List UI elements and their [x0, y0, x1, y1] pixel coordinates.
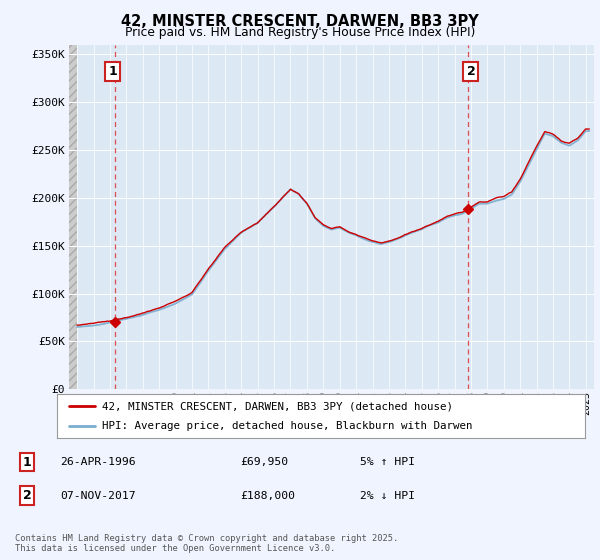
- Text: 07-NOV-2017: 07-NOV-2017: [60, 491, 136, 501]
- Text: 2: 2: [23, 489, 31, 502]
- Text: 1: 1: [109, 65, 117, 78]
- Text: 26-APR-1996: 26-APR-1996: [60, 457, 136, 467]
- Text: 2% ↓ HPI: 2% ↓ HPI: [360, 491, 415, 501]
- Text: 1: 1: [23, 455, 31, 469]
- Text: Contains HM Land Registry data © Crown copyright and database right 2025.
This d: Contains HM Land Registry data © Crown c…: [15, 534, 398, 553]
- Text: £69,950: £69,950: [240, 457, 288, 467]
- Text: Price paid vs. HM Land Registry's House Price Index (HPI): Price paid vs. HM Land Registry's House …: [125, 26, 475, 39]
- Text: 5% ↑ HPI: 5% ↑ HPI: [360, 457, 415, 467]
- Text: HPI: Average price, detached house, Blackburn with Darwen: HPI: Average price, detached house, Blac…: [102, 421, 472, 431]
- Bar: [69, 45, 77, 389]
- Text: 2: 2: [467, 65, 475, 78]
- Text: 42, MINSTER CRESCENT, DARWEN, BB3 3PY: 42, MINSTER CRESCENT, DARWEN, BB3 3PY: [121, 14, 479, 29]
- Text: £188,000: £188,000: [240, 491, 295, 501]
- Text: 42, MINSTER CRESCENT, DARWEN, BB3 3PY (detached house): 42, MINSTER CRESCENT, DARWEN, BB3 3PY (d…: [102, 401, 453, 411]
